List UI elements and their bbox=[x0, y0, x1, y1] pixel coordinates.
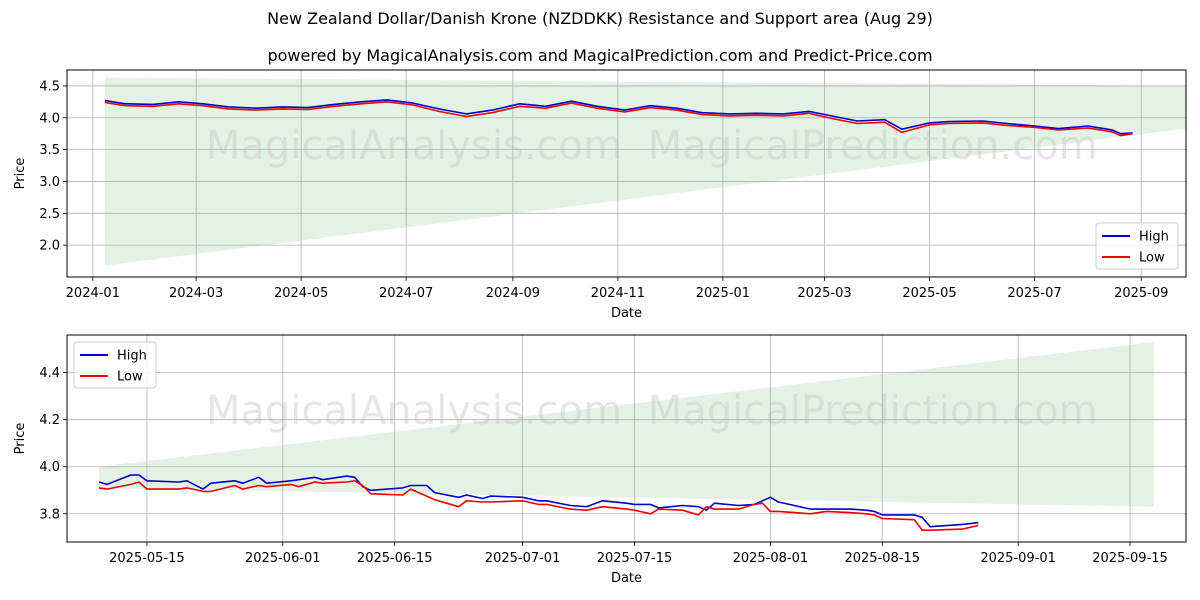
support-resistance-band bbox=[104, 77, 1186, 266]
x-tick-label: 2025-03 bbox=[797, 286, 851, 301]
chart-2: MagicalAnalysis.com MagicalPrediction.com… bbox=[13, 334, 1187, 586]
x-tick-label: 2025-09 bbox=[1114, 286, 1168, 301]
y-tick-label: 2.5 bbox=[39, 207, 60, 222]
series-line-high bbox=[104, 99, 1133, 135]
x-tick-label: 2025-05 bbox=[902, 286, 956, 301]
y-axis-label: Price bbox=[13, 158, 28, 190]
x-tick-label: 2025-06-15 bbox=[357, 551, 433, 566]
legend-label-low: Low bbox=[1139, 251, 1165, 266]
y-tick-label: 4.0 bbox=[39, 460, 60, 475]
chart-subtitle: powered by MagicalAnalysis.com and Magic… bbox=[267, 46, 933, 65]
y-tick-label: 3.5 bbox=[39, 143, 60, 158]
x-tick-label: 2025-05-15 bbox=[109, 551, 185, 566]
legend-label-high: High bbox=[1139, 230, 1169, 245]
x-tick-label: 2025-08-01 bbox=[733, 551, 809, 566]
x-tick-label: 2025-09-01 bbox=[980, 551, 1056, 566]
x-tick-label: 2025-07-15 bbox=[597, 551, 673, 566]
x-axis-label: Date bbox=[611, 306, 642, 321]
chart-title: New Zealand Dollar/Danish Krone (NZDDKK)… bbox=[267, 9, 933, 28]
y-tick-label: 3.0 bbox=[39, 175, 60, 190]
watermark-left: MagicalAnalysis.com bbox=[206, 123, 622, 169]
series-line-high bbox=[98, 474, 979, 528]
x-tick-label: 2025-06-01 bbox=[245, 551, 321, 566]
x-tick-label: 2024-07 bbox=[379, 286, 433, 301]
plot-frame bbox=[66, 334, 1187, 543]
x-tick-label: 2025-07-01 bbox=[485, 551, 561, 566]
x-tick-label: 2025-01 bbox=[696, 286, 750, 301]
support-resistance-band bbox=[98, 342, 1155, 507]
y-tick-label: 4.0 bbox=[39, 111, 60, 126]
y-tick-label: 3.8 bbox=[39, 507, 60, 522]
series-line-low bbox=[104, 101, 1133, 137]
x-tick-label: 2024-03 bbox=[169, 286, 223, 301]
x-tick-label: 2025-09-15 bbox=[1092, 551, 1168, 566]
y-axis-label: Price bbox=[13, 423, 28, 455]
legend-label-low: Low bbox=[117, 370, 143, 385]
y-tick-label: 2.0 bbox=[39, 239, 60, 254]
x-tick-label: 2024-11 bbox=[591, 286, 645, 301]
x-tick-label: 2024-09 bbox=[486, 286, 540, 301]
chart-1: MagicalAnalysis.com MagicalPrediction.com… bbox=[13, 69, 1187, 321]
legend-label-high: High bbox=[117, 349, 147, 364]
x-tick-label: 2025-08-15 bbox=[844, 551, 920, 566]
watermark-right: MagicalPrediction.com bbox=[648, 123, 1098, 169]
watermark-left: MagicalAnalysis.com bbox=[206, 388, 622, 434]
watermark-right: MagicalPrediction.com bbox=[648, 388, 1098, 434]
series-line-low bbox=[98, 479, 979, 532]
x-tick-label: 2024-05 bbox=[274, 286, 328, 301]
legend: High Low bbox=[1095, 222, 1179, 270]
plot-frame bbox=[66, 69, 1187, 278]
legend: High Low bbox=[73, 341, 157, 389]
y-tick-label: 4.5 bbox=[39, 79, 60, 94]
x-tick-label: 2024-01 bbox=[66, 286, 120, 301]
y-tick-label: 4.4 bbox=[39, 366, 60, 381]
y-tick-label: 4.2 bbox=[39, 413, 60, 428]
x-tick-label: 2025-07 bbox=[1007, 286, 1061, 301]
x-axis-label: Date bbox=[611, 571, 642, 586]
